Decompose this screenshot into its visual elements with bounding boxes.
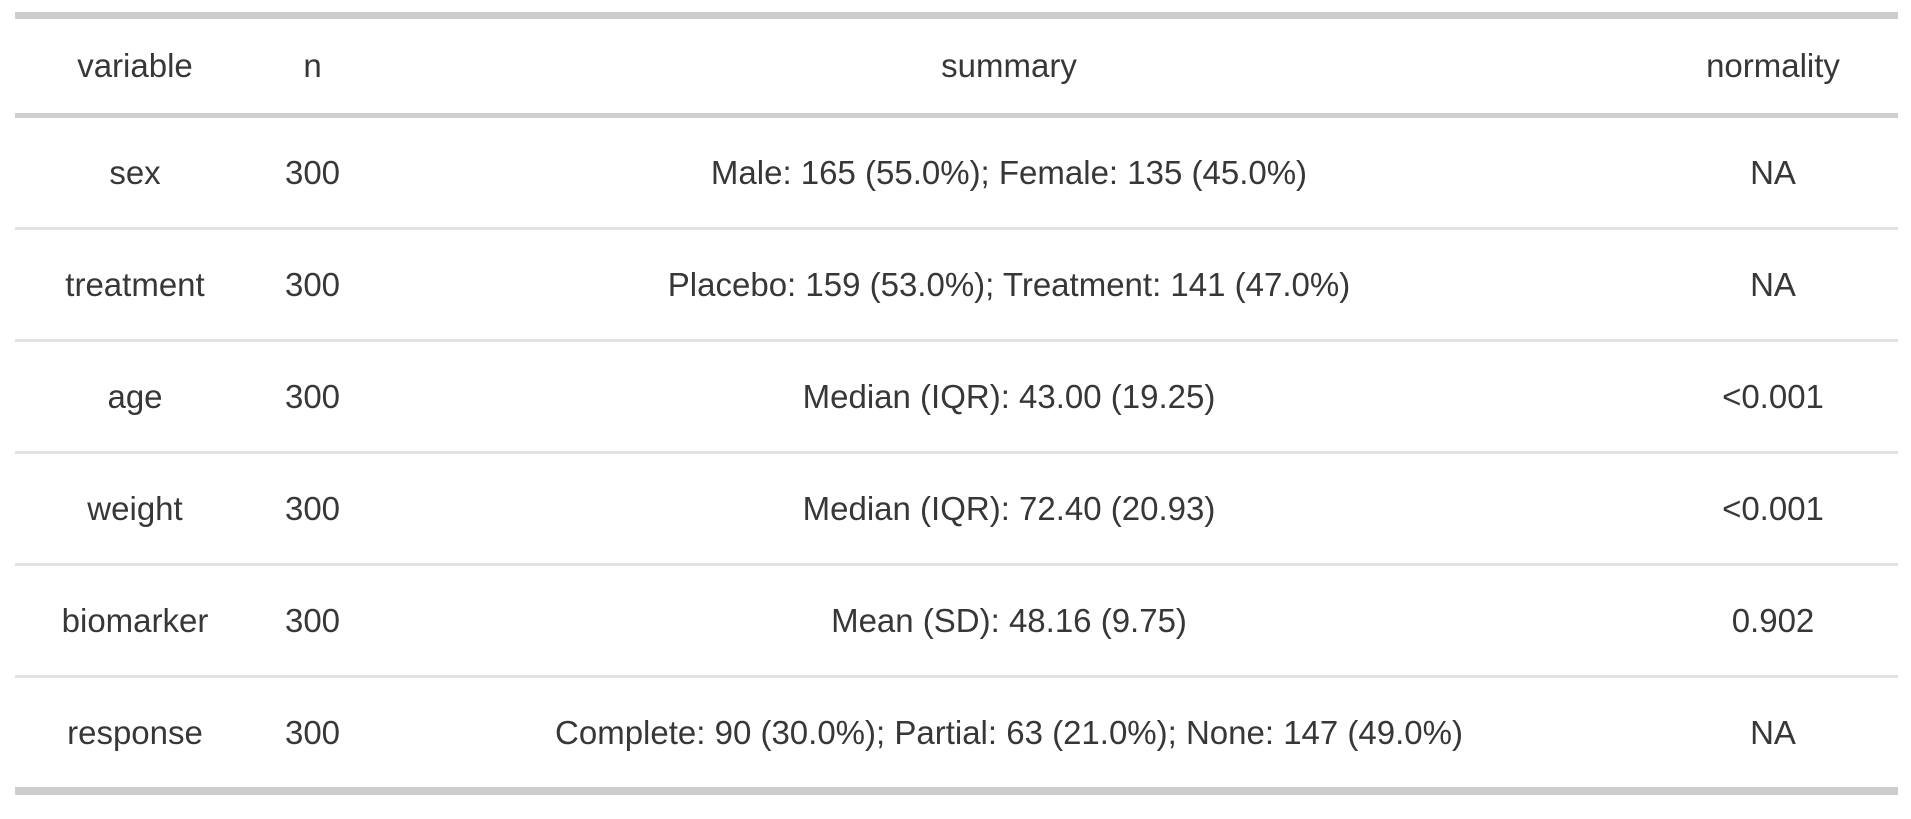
cell-n: 300 — [255, 564, 370, 678]
table-row-weight: weight 300 Median (IQR): 72.40 (20.93) <… — [15, 452, 1898, 566]
cell-normality: NA — [1750, 714, 1796, 751]
cell-summary: Mean (SD): 48.16 (9.75) — [370, 564, 1648, 678]
cell-n: 300 — [255, 452, 370, 566]
cell-variable: sex — [15, 115, 255, 230]
cell-n: 300 — [255, 228, 370, 342]
cell-variable: response — [67, 714, 203, 751]
col-header-normality: normality — [1648, 15, 1898, 118]
summary-statistics-table: variable n summary normality sex 300 Mal… — [15, 12, 1898, 795]
table-row-biomarker: biomarker 300 Mean (SD): 48.16 (9.75) 0.… — [15, 564, 1898, 678]
table-row-response: response 300 Complete: 90 (30.0%); Parti… — [15, 677, 1898, 792]
cell-n: 300 — [255, 340, 370, 454]
cell-normality: 0.902 — [1648, 564, 1898, 678]
col-header-variable: variable — [15, 15, 255, 118]
summary-table: variable n summary normality sex 300 Mal… — [15, 12, 1898, 795]
col-header-n: n — [255, 15, 370, 118]
cell-summary: Median (IQR): 43.00 (19.25) — [370, 340, 1648, 454]
cell-variable: age — [15, 340, 255, 454]
col-header-summary: summary — [370, 15, 1648, 118]
cell-summary: Median (IQR): 72.40 (20.93) — [370, 452, 1648, 566]
table-row-age: age 300 Median (IQR): 43.00 (19.25) <0.0… — [15, 340, 1898, 454]
cell-variable: biomarker — [15, 564, 255, 678]
cell-variable: weight — [15, 452, 255, 566]
cell-n: 300 — [255, 115, 370, 230]
cell-normality: NA — [1648, 115, 1898, 230]
cell-normality: NA — [1648, 228, 1898, 342]
table-row-sex: sex 300 Male: 165 (55.0%); Female: 135 (… — [15, 115, 1898, 230]
table-row-treatment: treatment 300 Placebo: 159 (53.0%); Trea… — [15, 228, 1898, 342]
table-header: variable n summary normality — [15, 15, 1898, 118]
table-body: sex 300 Male: 165 (55.0%); Female: 135 (… — [15, 115, 1898, 792]
cell-normality: <0.001 — [1648, 452, 1898, 566]
cell-normality: <0.001 — [1648, 340, 1898, 454]
cell-n: 300 — [284, 714, 341, 751]
cell-summary: Complete: 90 (30.0%); Partial: 63 (21.0%… — [555, 714, 1463, 751]
header-row: variable n summary normality — [15, 15, 1898, 118]
cell-variable: treatment — [15, 228, 255, 342]
cell-summary: Male: 165 (55.0%); Female: 135 (45.0%) — [370, 115, 1648, 230]
cell-summary: Placebo: 159 (53.0%); Treatment: 141 (47… — [370, 228, 1648, 342]
